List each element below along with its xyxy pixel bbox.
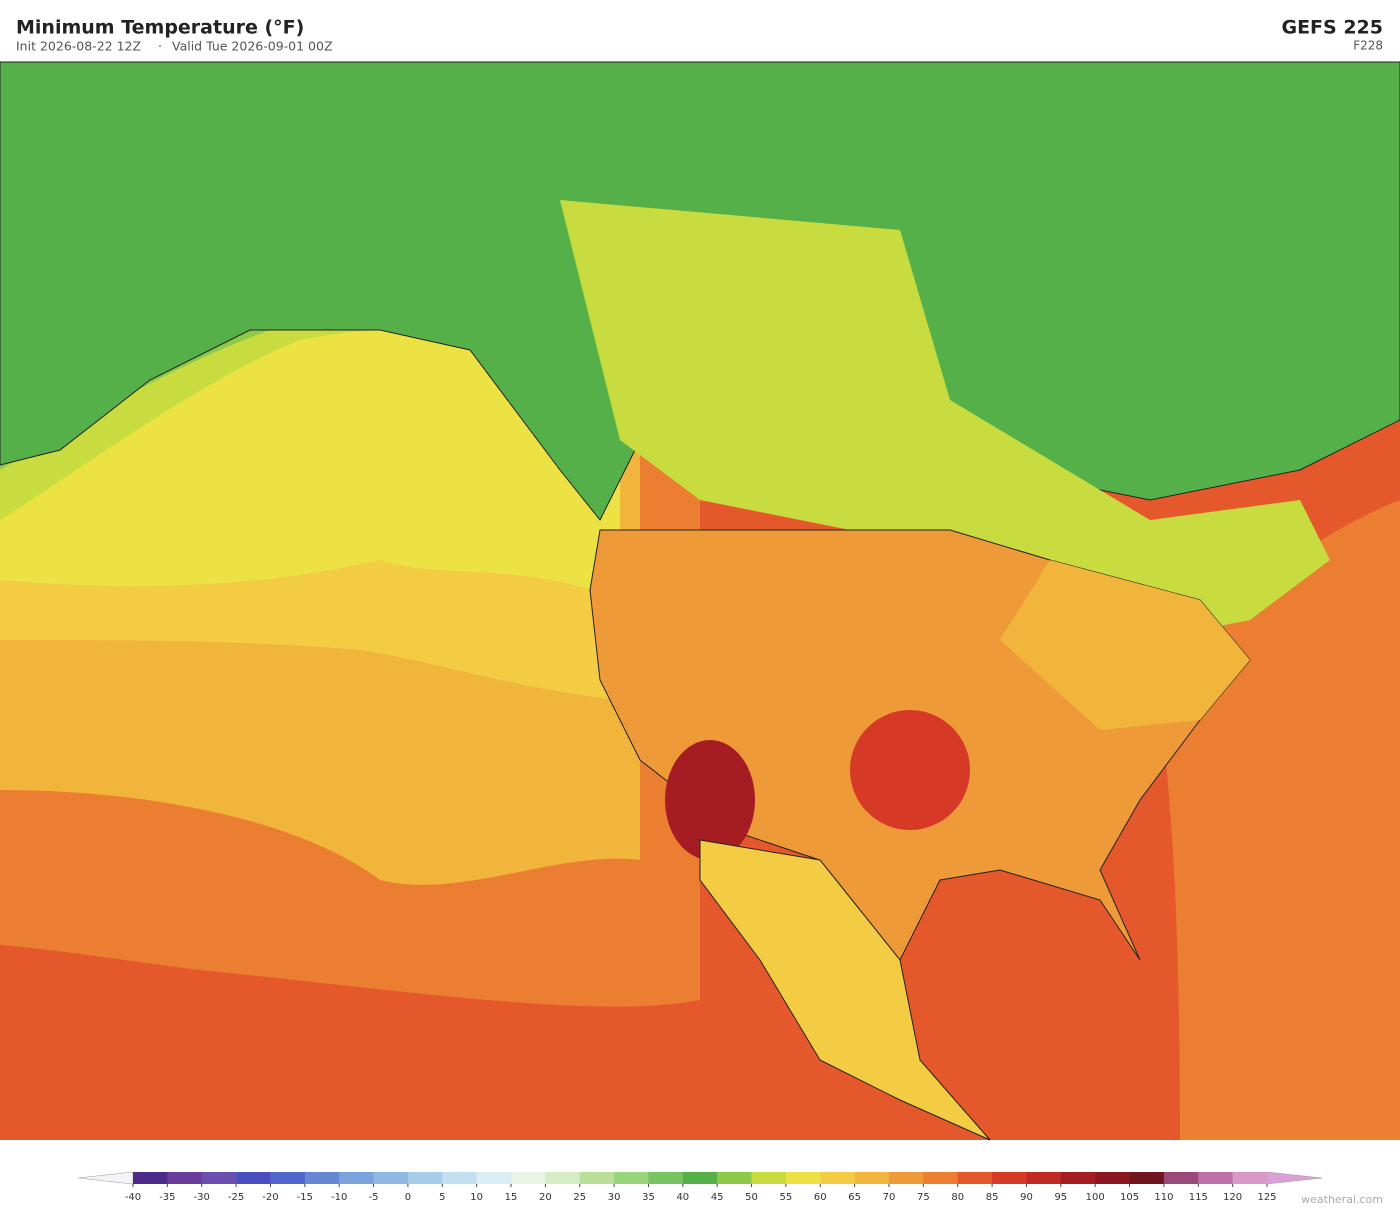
colorbar-segment <box>1232 1172 1268 1184</box>
colorbar-label: 90 <box>1020 1192 1033 1203</box>
forecast-hour: F228 <box>1353 39 1383 53</box>
colorbar-label: 115 <box>1189 1192 1208 1203</box>
colorbar-label: 100 <box>1086 1192 1105 1203</box>
colorbar-label: 75 <box>917 1192 930 1203</box>
colorbar-segment <box>1129 1172 1165 1184</box>
colorbar-segment <box>201 1172 237 1184</box>
colorbar-under <box>77 1171 134 1185</box>
colorbar-label: 65 <box>848 1192 861 1203</box>
colorbar-segment <box>511 1172 546 1184</box>
warm-core <box>665 740 755 860</box>
colorbar-label: 120 <box>1223 1192 1242 1203</box>
colorbar-segment <box>1026 1172 1062 1184</box>
colorbar-segment <box>648 1172 684 1184</box>
colorbar-label: 50 <box>745 1192 758 1203</box>
colorbar-label: 70 <box>883 1192 896 1203</box>
colorbar-segment <box>270 1172 306 1184</box>
colorbar-segment <box>1163 1172 1199 1184</box>
warm-core <box>850 710 970 830</box>
colorbar-segment <box>992 1172 1027 1184</box>
colorbar-segment <box>820 1172 855 1184</box>
colorbar-label: 85 <box>986 1192 999 1203</box>
credit: weatherai.com <box>1301 1193 1383 1206</box>
colorbar-segment <box>1095 1172 1130 1184</box>
colorbar-segment <box>133 1172 168 1184</box>
land-mexico <box>699 839 991 1141</box>
init-time: Init 2026-08-22 12Z <box>16 39 141 54</box>
colorbar-label: -5 <box>369 1192 379 1203</box>
colorbar-segment <box>751 1172 787 1184</box>
colorbar-label: 30 <box>608 1192 621 1203</box>
model-label: GEFS 225 <box>1281 17 1383 39</box>
colorbar-segment <box>682 1172 718 1184</box>
colorbar-label: -25 <box>228 1192 244 1203</box>
colorbar-segment <box>476 1172 512 1184</box>
colorbar-segment <box>407 1172 443 1184</box>
colorbar-over <box>1266 1171 1323 1185</box>
title: Minimum Temperature (°F) <box>16 17 304 39</box>
colorbar-segment <box>545 1172 581 1184</box>
colorbar-label: 105 <box>1120 1192 1139 1203</box>
valid-time: Valid Tue 2026-09-01 00Z <box>172 39 333 54</box>
colorbar-segment <box>785 1172 821 1184</box>
colorbar-label: -30 <box>194 1192 210 1203</box>
colorbar-label: 45 <box>711 1192 724 1203</box>
colorbar-segment <box>1198 1172 1233 1184</box>
colorbar-segment <box>957 1172 993 1184</box>
colorbar-label: 95 <box>1054 1192 1067 1203</box>
colorbar-segment <box>442 1172 477 1184</box>
colorbar-label: 110 <box>1154 1192 1173 1203</box>
colorbar-segment <box>339 1172 374 1184</box>
colorbar-segment <box>304 1172 340 1184</box>
colorbar-label: 10 <box>470 1192 483 1203</box>
colorbar-label: 60 <box>814 1192 827 1203</box>
colorbar-label: -15 <box>297 1192 313 1203</box>
colorbar-label: 40 <box>676 1192 689 1203</box>
land-prairie <box>560 200 1330 640</box>
colorbar-label: 55 <box>780 1192 793 1203</box>
colorbar-segment <box>923 1172 959 1184</box>
colorbar-label: 25 <box>573 1192 586 1203</box>
colorbar-label: -35 <box>159 1192 175 1203</box>
map <box>0 61 1400 1141</box>
colorbar-label: 0 <box>405 1192 411 1203</box>
colorbar-label: 35 <box>642 1192 655 1203</box>
colorbar-segment <box>1060 1172 1096 1184</box>
colorbar-label: -40 <box>125 1192 141 1203</box>
colorbar-segment <box>854 1172 890 1184</box>
colorbar-segment <box>373 1172 409 1184</box>
colorbar-label: 125 <box>1257 1192 1276 1203</box>
colorbar-segment <box>889 1172 924 1184</box>
colorbar-segment <box>236 1172 271 1184</box>
separator: · <box>158 39 162 54</box>
colorbar-label: -10 <box>331 1192 347 1203</box>
colorbar-label: 80 <box>951 1192 964 1203</box>
colorbar-label: -20 <box>262 1192 278 1203</box>
land-northeast <box>1000 560 1250 730</box>
colorbar-segment <box>614 1172 649 1184</box>
colorbar-label: 20 <box>539 1192 552 1203</box>
colorbar-segment <box>717 1172 752 1184</box>
colorbar-label: 15 <box>505 1192 518 1203</box>
colorbar-segment <box>579 1172 615 1184</box>
colorbar-segment <box>167 1172 203 1184</box>
colorbar-label: 5 <box>439 1192 445 1203</box>
